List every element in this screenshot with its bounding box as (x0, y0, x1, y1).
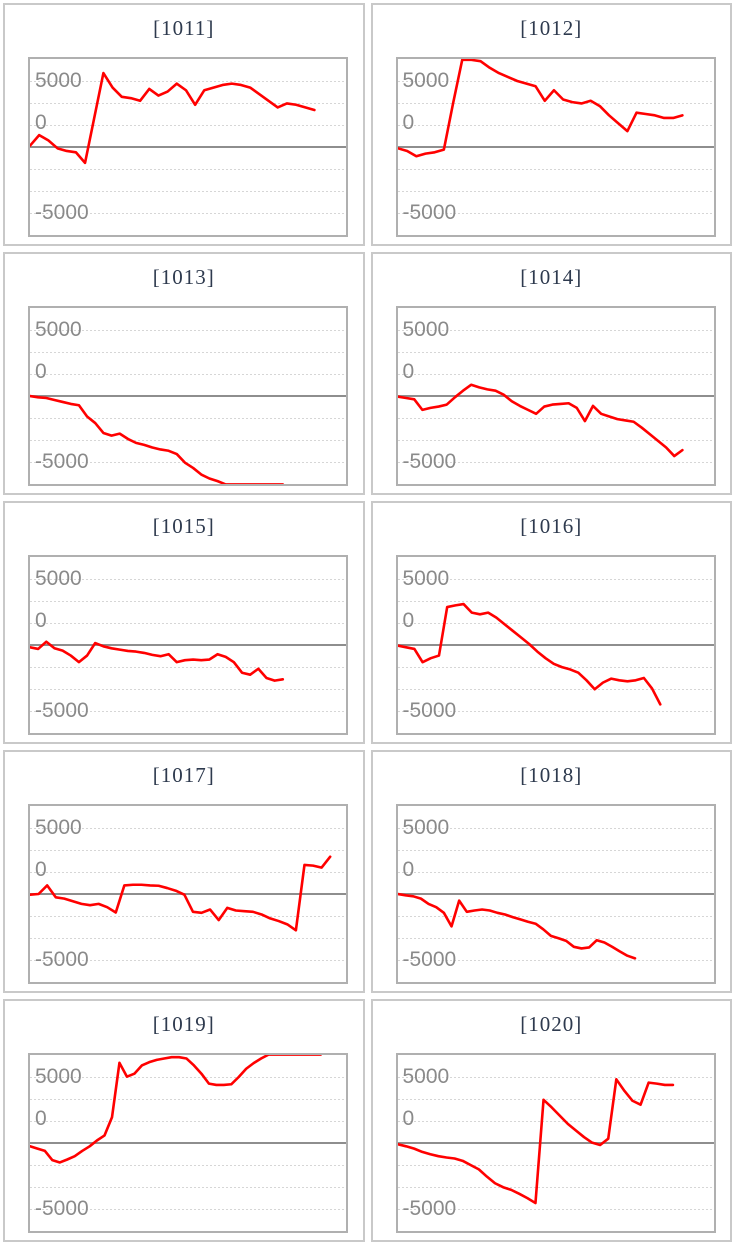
chart-card: [1014] 5000 0 -5000 (370, 252, 732, 495)
plot-area: 5000 0 -5000 (28, 57, 348, 237)
y-axis-label-0: 0 (35, 858, 47, 881)
plot-area: 5000 0 -5000 (395, 1053, 716, 1233)
chart-title: [1012] (520, 16, 583, 40)
line-chart-canvas (30, 308, 346, 484)
y-axis-label-minus5000: -5000 (35, 201, 89, 224)
plot-area: 5000 0 -5000 (395, 555, 716, 735)
y-axis-label-0: 0 (402, 360, 415, 383)
y-axis-label-0: 0 (35, 111, 47, 134)
y-axis-label-minus5000: -5000 (35, 1197, 89, 1220)
chart-title: [1015] (152, 514, 215, 538)
y-axis-label-0: 0 (35, 360, 47, 383)
chart-card: [1020] 5000 0 -5000 (370, 999, 732, 1242)
line-chart-canvas (397, 557, 714, 733)
y-axis-label-0: 0 (402, 111, 415, 134)
line-chart-canvas (397, 308, 714, 484)
chart-title: [1013] (152, 265, 215, 289)
y-axis-label-5000: 5000 (35, 567, 82, 590)
line-chart-canvas (397, 806, 714, 982)
plot-area: 5000 0 -5000 (395, 804, 716, 984)
y-axis-label-minus5000: -5000 (402, 699, 457, 722)
y-axis-label-5000: 5000 (402, 69, 450, 92)
y-axis-label-5000: 5000 (35, 1065, 82, 1088)
y-axis-label-minus5000: -5000 (402, 201, 457, 224)
chart-card: [1015] 5000 0 -5000 (3, 501, 365, 744)
chart-card: [1011] 5000 0 -5000 (3, 3, 365, 246)
y-axis-label-5000: 5000 (402, 318, 450, 341)
line-chart-canvas (30, 557, 346, 733)
chart-card: [1016] 5000 0 -5000 (370, 501, 732, 744)
plot-area: 5000 0 -5000 (28, 804, 348, 984)
y-axis-label-minus5000: -5000 (402, 1197, 457, 1220)
chart-title: [1018] (520, 763, 583, 787)
line-chart-canvas (30, 59, 346, 235)
chart-card: [1018] 5000 0 -5000 (370, 750, 732, 993)
chart-title: [1016] (520, 514, 583, 538)
y-axis-label-0: 0 (402, 609, 415, 632)
line-chart-canvas (30, 1055, 346, 1231)
chart-title: [1017] (152, 763, 215, 787)
chart-title: [1020] (520, 1012, 583, 1036)
chart-title: [1014] (520, 265, 583, 289)
y-axis-label-5000: 5000 (35, 318, 82, 341)
y-axis-label-5000: 5000 (35, 69, 82, 92)
plot-area: 5000 0 -5000 (395, 57, 716, 237)
chart-card: [1019] 5000 0 -5000 (3, 999, 365, 1242)
y-axis-label-5000: 5000 (35, 816, 82, 839)
chart-card: [1012] 5000 0 -5000 (370, 3, 732, 246)
plot-area: 5000 0 -5000 (395, 306, 716, 486)
y-axis-label-5000: 5000 (402, 1065, 450, 1088)
y-axis-label-0: 0 (402, 858, 415, 881)
y-axis-label-minus5000: -5000 (35, 948, 89, 971)
y-axis-label-minus5000: -5000 (402, 948, 457, 971)
plot-area: 5000 0 -5000 (28, 306, 348, 486)
chart-card: [1013] 5000 0 -5000 (3, 252, 365, 495)
chart-title: [1019] (152, 1012, 215, 1036)
y-axis-label-0: 0 (35, 1107, 47, 1130)
line-chart-canvas (397, 59, 714, 235)
y-axis-label-5000: 5000 (402, 816, 450, 839)
y-axis-label-0: 0 (402, 1107, 415, 1130)
line-chart-canvas (397, 1055, 714, 1231)
y-axis-label-minus5000: -5000 (402, 450, 457, 473)
y-axis-label-0: 0 (35, 609, 47, 632)
chart-card: [1017] 5000 0 -5000 (3, 750, 365, 993)
plot-area: 5000 0 -5000 (28, 555, 348, 735)
chart-title: [1011] (153, 16, 215, 40)
y-axis-label-minus5000: -5000 (35, 699, 89, 722)
y-axis-label-minus5000: -5000 (35, 450, 89, 473)
line-chart-canvas (30, 806, 346, 982)
y-axis-label-5000: 5000 (402, 567, 450, 590)
plot-area: 5000 0 -5000 (28, 1053, 348, 1233)
